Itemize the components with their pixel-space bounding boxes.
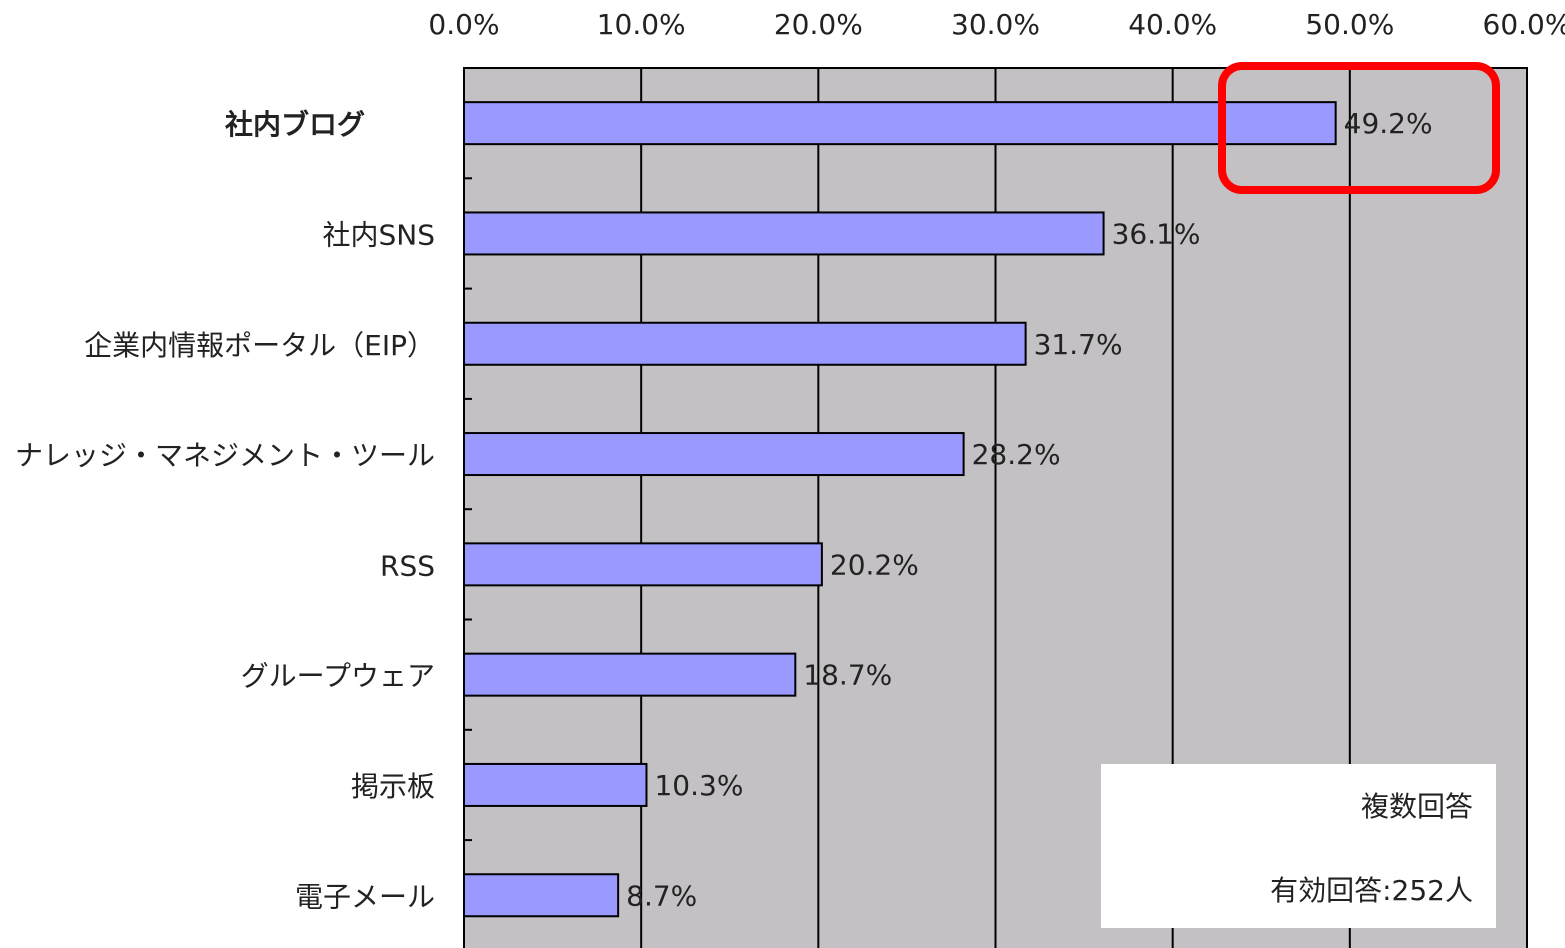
bar bbox=[463, 873, 620, 918]
bar bbox=[463, 101, 1337, 146]
y-tick-label: RSS bbox=[380, 549, 435, 582]
y-tick-label: 電子メール bbox=[295, 880, 435, 913]
value-label: 49.2% bbox=[1344, 107, 1433, 140]
y-tick-label: 掲示板 bbox=[351, 770, 435, 803]
bar bbox=[463, 542, 823, 587]
x-tick-label: 60.0% bbox=[1483, 8, 1565, 41]
value-label: 28.2% bbox=[972, 438, 1061, 471]
y-tick-label: グループウェア bbox=[241, 660, 435, 693]
x-tick-label: 10.0% bbox=[597, 8, 686, 41]
x-tick-label: 50.0% bbox=[1305, 8, 1394, 41]
y-tick-label: 企業内情報ポータル（EIP） bbox=[84, 329, 435, 362]
annotation-box bbox=[1101, 764, 1496, 928]
value-label: 31.7% bbox=[1034, 328, 1123, 361]
value-label: 36.1% bbox=[1112, 217, 1201, 250]
y-tick-label: ナレッジ・マネジメント・ツール bbox=[15, 439, 435, 472]
y-tick-label: 社内ブログ bbox=[225, 108, 365, 141]
highlight-box bbox=[1218, 62, 1500, 194]
bar bbox=[463, 432, 965, 477]
bar bbox=[463, 762, 648, 807]
y-tick-label: 社内SNS bbox=[323, 218, 436, 251]
value-label: 10.3% bbox=[654, 769, 743, 802]
x-tick-label: 20.0% bbox=[774, 8, 863, 41]
bar bbox=[463, 652, 797, 697]
value-label: 18.7% bbox=[803, 659, 892, 692]
x-tick-label: 30.0% bbox=[951, 8, 1040, 41]
value-label: 8.7% bbox=[626, 879, 697, 912]
x-tick-label: 0.0% bbox=[428, 8, 499, 41]
annotation: 複数回答 bbox=[1361, 790, 1473, 823]
value-label: 20.2% bbox=[830, 548, 919, 581]
bar bbox=[463, 321, 1027, 366]
annotation: 有効回答:252人 bbox=[1270, 874, 1473, 907]
x-tick-label: 40.0% bbox=[1128, 8, 1217, 41]
bar bbox=[463, 211, 1105, 256]
